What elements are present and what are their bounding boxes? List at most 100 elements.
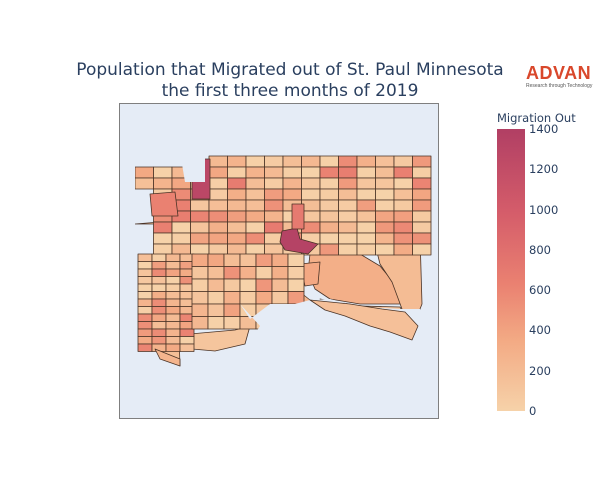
block-group-region[interactable] (245, 166, 265, 179)
block-group-region[interactable] (412, 221, 432, 234)
block-group-region[interactable] (207, 316, 225, 330)
block-group-region[interactable] (137, 306, 153, 315)
block-group-region[interactable] (149, 191, 179, 217)
block-group-region[interactable] (287, 266, 305, 280)
block-group-region[interactable] (207, 266, 225, 280)
block-group-region[interactable] (171, 232, 191, 245)
block-group-region[interactable] (264, 199, 284, 212)
block-group-region[interactable] (412, 232, 432, 245)
block-group-region[interactable] (165, 253, 181, 262)
block-group-region[interactable] (137, 313, 153, 322)
block-group-region[interactable] (338, 232, 358, 245)
block-group-region[interactable] (412, 243, 432, 256)
block-group-region[interactable] (393, 199, 413, 212)
block-group-region[interactable] (223, 316, 241, 330)
block-group-region[interactable] (208, 243, 228, 256)
block-group-region[interactable] (227, 210, 247, 223)
block-group-region[interactable] (301, 177, 321, 190)
block-group-region[interactable] (375, 155, 395, 168)
block-group-region[interactable] (151, 336, 167, 345)
block-group-region[interactable] (319, 243, 339, 256)
block-group-region[interactable] (319, 221, 339, 234)
block-group-region[interactable] (153, 243, 173, 256)
block-group-region[interactable] (137, 336, 153, 345)
block-group-region[interactable] (239, 278, 257, 292)
block-group-region[interactable] (264, 177, 284, 190)
block-group-region[interactable] (356, 210, 376, 223)
block-group-region[interactable] (208, 188, 228, 201)
block-group-region[interactable] (151, 261, 167, 270)
block-group-region[interactable] (319, 188, 339, 201)
block-group-region[interactable] (153, 166, 173, 179)
block-group-region[interactable] (154, 348, 181, 367)
block-group-region[interactable] (137, 276, 153, 285)
block-group-region[interactable] (165, 336, 181, 345)
block-group-region[interactable] (338, 155, 358, 168)
block-group-region[interactable] (271, 291, 289, 305)
block-group-region[interactable] (191, 316, 209, 330)
block-group-region[interactable] (375, 199, 395, 212)
block-group-region[interactable] (287, 291, 305, 305)
block-group-region[interactable] (338, 177, 358, 190)
block-group-region[interactable] (227, 177, 247, 190)
block-group-region[interactable] (375, 188, 395, 201)
block-group-region[interactable] (264, 155, 284, 168)
block-group-region[interactable] (223, 291, 241, 305)
block-group-region[interactable] (151, 313, 167, 322)
block-group-region[interactable] (189, 325, 251, 352)
block-group-region[interactable] (356, 188, 376, 201)
block-group-region[interactable] (338, 199, 358, 212)
block-group-region[interactable] (227, 232, 247, 245)
block-group-region[interactable] (264, 166, 284, 179)
block-group-region[interactable] (151, 291, 167, 300)
block-group-region[interactable] (191, 266, 209, 280)
block-group-region[interactable] (291, 203, 305, 230)
block-group-region[interactable] (207, 278, 225, 292)
block-group-region[interactable] (191, 278, 209, 292)
block-group-region[interactable] (245, 232, 265, 245)
block-group-region[interactable] (227, 199, 247, 212)
block-group-region[interactable] (165, 283, 181, 292)
block-group-region[interactable] (282, 155, 302, 168)
block-group-region[interactable] (179, 343, 195, 352)
block-group-region[interactable] (264, 188, 284, 201)
block-group-region[interactable] (319, 155, 339, 168)
block-group-region[interactable] (171, 243, 191, 256)
block-group-region[interactable] (208, 166, 228, 179)
block-group-region[interactable] (191, 253, 209, 267)
block-group-region[interactable] (356, 221, 376, 234)
block-group-region[interactable] (245, 199, 265, 212)
block-group-region[interactable] (319, 199, 339, 212)
block-group-region[interactable] (190, 243, 210, 256)
block-group-region[interactable] (255, 291, 273, 305)
block-group-region[interactable] (165, 291, 181, 300)
block-group-region[interactable] (137, 253, 153, 262)
block-group-region[interactable] (301, 188, 321, 201)
block-group-region[interactable] (287, 278, 305, 292)
block-group-region[interactable] (264, 221, 284, 234)
block-group-region[interactable] (171, 221, 191, 234)
block-group-region[interactable] (356, 177, 376, 190)
block-group-region[interactable] (227, 188, 247, 201)
block-group-region[interactable] (207, 253, 225, 267)
block-group-region[interactable] (393, 232, 413, 245)
block-group-region[interactable] (356, 232, 376, 245)
block-group-region[interactable] (319, 166, 339, 179)
block-group-region[interactable] (165, 276, 181, 285)
block-group-region[interactable] (412, 166, 432, 179)
block-group-region[interactable] (264, 243, 284, 256)
block-group-region[interactable] (338, 188, 358, 201)
block-group-region[interactable] (227, 243, 247, 256)
block-group-region[interactable] (375, 221, 395, 234)
block-group-region[interactable] (151, 321, 167, 330)
block-group-region[interactable] (375, 232, 395, 245)
block-group-region[interactable] (165, 321, 181, 330)
block-group-region[interactable] (412, 199, 432, 212)
block-group-region[interactable] (190, 210, 210, 223)
block-group-region[interactable] (356, 155, 376, 168)
block-group-region[interactable] (151, 306, 167, 315)
block-group-region[interactable] (223, 253, 241, 267)
block-group-region[interactable] (190, 199, 210, 212)
block-group-region[interactable] (245, 155, 265, 168)
block-group-region[interactable] (412, 210, 432, 223)
